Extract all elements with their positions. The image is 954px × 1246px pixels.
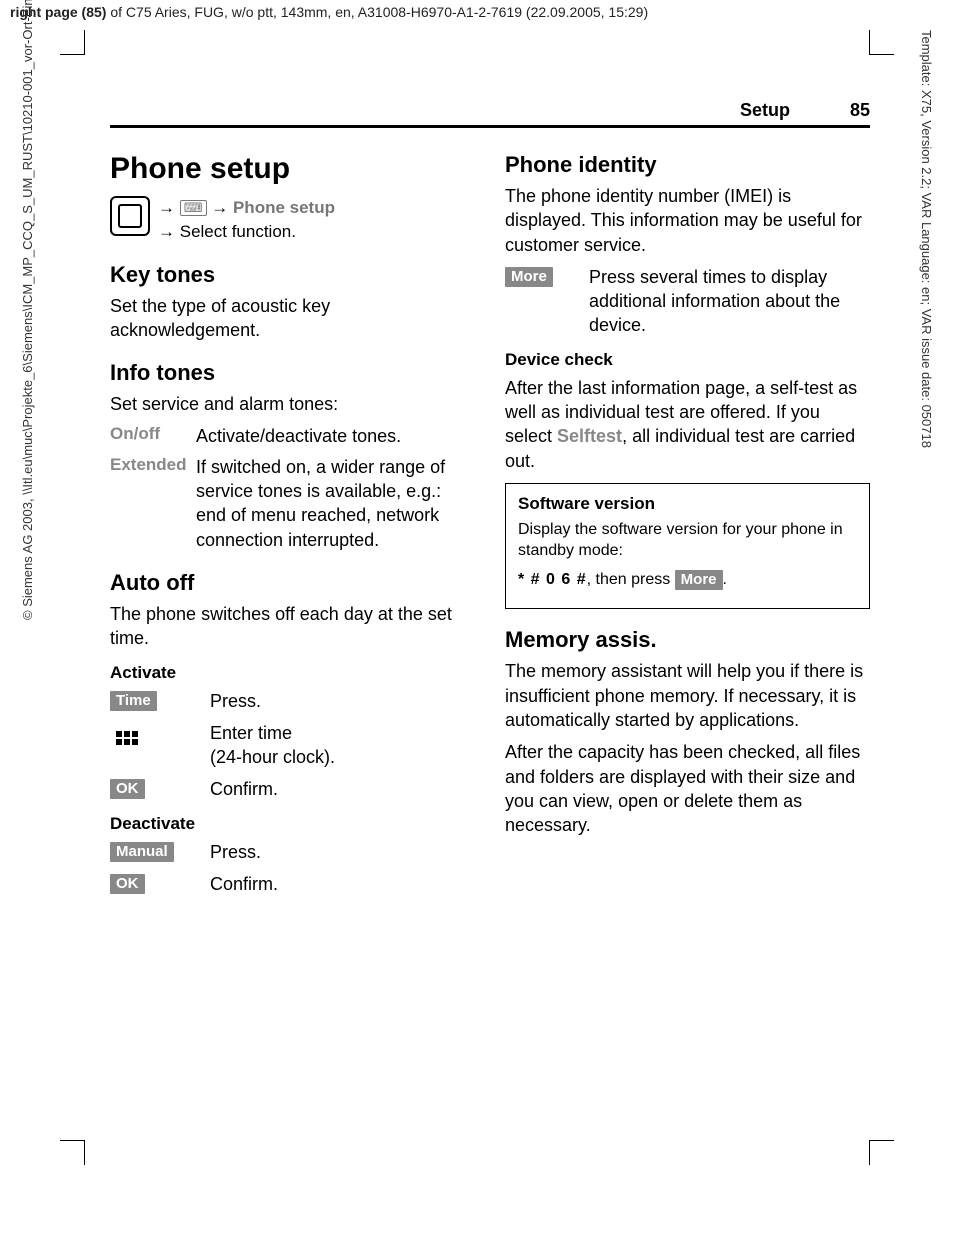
extended-body: If switched on, a wider range of service… <box>196 455 475 552</box>
device-check-text: After the last information page, a self-… <box>505 376 870 473</box>
manual-body: Press. <box>210 840 475 864</box>
arrow-icon: → <box>211 198 228 217</box>
left-column: Phone setup → ⌨ → Phone setup → Select f… <box>110 152 475 904</box>
arrow-icon: → <box>158 222 175 241</box>
onoff-label: On/off <box>110 424 186 448</box>
crop-mark <box>869 1140 894 1165</box>
more-body: Press several times to display additiona… <box>589 265 870 338</box>
sw-code-line: * # 0 6 #, then press More. <box>518 570 857 591</box>
arrow-icon: → <box>158 198 175 217</box>
nav-select: Select function. <box>180 222 296 241</box>
def-row: On/off Activate/deactivate tones. <box>110 424 475 448</box>
sw-heading: Software version <box>518 494 857 514</box>
onoff-body: Activate/deactivate tones. <box>196 424 475 448</box>
sw-then: , then press <box>587 571 675 588</box>
keypad-icon <box>110 723 144 753</box>
time-body: Press. <box>210 689 475 713</box>
device-check-heading: Device check <box>505 350 870 370</box>
sw-code: * # 0 6 # <box>518 571 587 588</box>
confirm-body-2: Confirm. <box>210 872 475 896</box>
nav-row: → ⌨ → Phone setup → Select function. <box>110 196 475 244</box>
memory-p1: The memory assistant will help you if th… <box>505 659 870 732</box>
key-row: OK Confirm. <box>110 777 475 801</box>
key-tones-heading: Key tones <box>110 262 475 288</box>
right-column: Phone identity The phone identity number… <box>505 152 870 904</box>
ok-softkey: OK <box>110 779 145 799</box>
key-row: Enter time (24-hour clock). <box>110 721 475 770</box>
crop-mark <box>60 30 85 55</box>
ok-softkey: OK <box>110 874 145 894</box>
left-meta: © Siemens AG 2003, \\Itl.eu\muc\Projekte… <box>20 0 35 620</box>
top-meta-rest: of C75 Aries, FUG, w/o ptt, 143mm, en, A… <box>106 4 648 20</box>
page-title: Phone setup <box>110 152 475 186</box>
crop-mark <box>869 30 894 55</box>
info-tones-heading: Info tones <box>110 360 475 386</box>
key-row: Manual Press. <box>110 840 475 864</box>
menu-icon <box>110 196 150 236</box>
manual-softkey: Manual <box>110 842 174 862</box>
info-tones-text: Set service and alarm tones: <box>110 392 475 416</box>
time-softkey: Time <box>110 691 157 711</box>
identity-text: The phone identity number (IMEI) is disp… <box>505 184 870 257</box>
columns: Phone setup → ⌨ → Phone setup → Select f… <box>110 152 870 904</box>
crop-mark <box>60 1140 85 1165</box>
key-tones-text: Set the type of acoustic key acknowledge… <box>110 294 475 343</box>
key-row: Time Press. <box>110 689 475 713</box>
selftest-word: Selftest <box>557 426 622 446</box>
page-content: Setup 85 Phone setup → ⌨ → Phone setup →… <box>110 100 870 904</box>
enter-time-body: Enter time (24-hour clock). <box>210 721 475 770</box>
memory-p2: After the capacity has been checked, all… <box>505 740 870 837</box>
confirm-body: Confirm. <box>210 777 475 801</box>
nav-phone-setup: Phone setup <box>233 198 335 217</box>
sw-text: Display the software version for your ph… <box>518 520 857 562</box>
def-row: Extended If switched on, a wider range o… <box>110 455 475 552</box>
running-head-page: 85 <box>850 100 870 121</box>
software-version-box: Software version Display the software ve… <box>505 483 870 609</box>
identity-heading: Phone identity <box>505 152 870 178</box>
more-softkey: More <box>505 267 553 287</box>
running-head: Setup 85 <box>110 100 870 128</box>
more-softkey-2: More <box>675 570 723 590</box>
nav-text: → ⌨ → Phone setup → Select function. <box>158 196 335 244</box>
extended-label: Extended <box>110 455 186 552</box>
right-meta: Template: X75, Version 2.2; VAR Language… <box>919 30 934 730</box>
autooff-text: The phone switches off each day at the s… <box>110 602 475 651</box>
deactivate-heading: Deactivate <box>110 814 475 834</box>
activate-heading: Activate <box>110 663 475 683</box>
memory-heading: Memory assis. <box>505 627 870 653</box>
running-head-section: Setup <box>740 100 790 121</box>
settings-icon: ⌨ <box>180 200 207 216</box>
autooff-heading: Auto off <box>110 570 475 596</box>
key-row: More Press several times to display addi… <box>505 265 870 338</box>
key-row: OK Confirm. <box>110 872 475 896</box>
top-meta: right page (85) of C75 Aries, FUG, w/o p… <box>0 0 954 22</box>
